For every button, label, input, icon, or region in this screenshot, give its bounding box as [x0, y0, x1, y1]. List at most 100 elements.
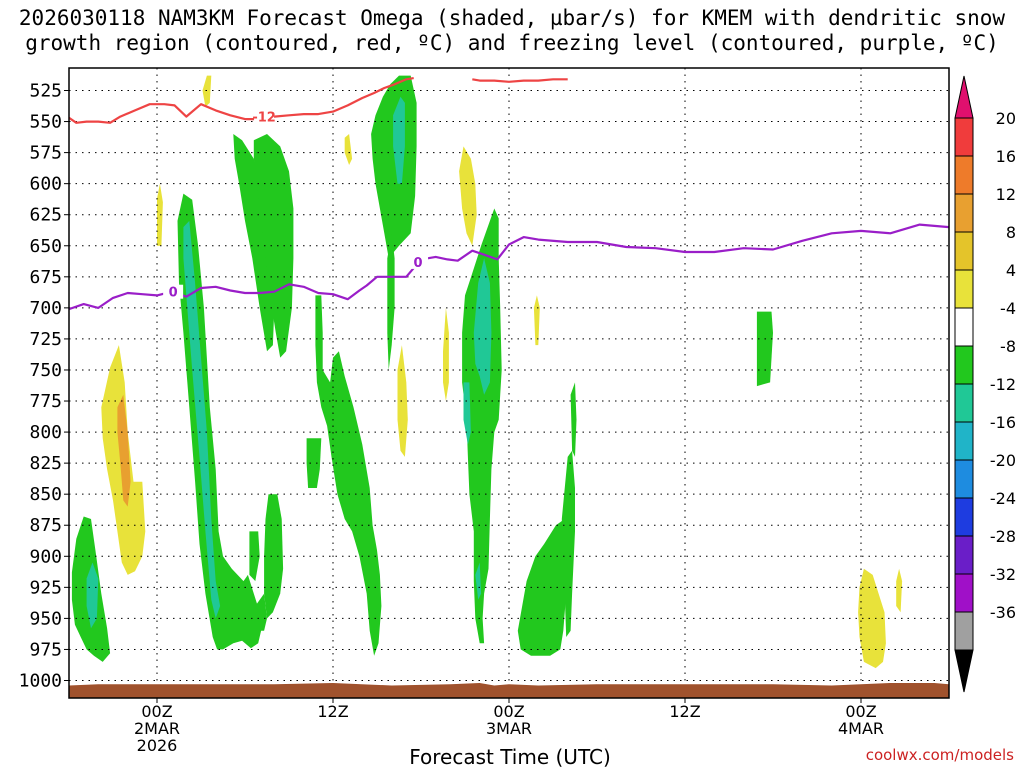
- colorbar-swatch-9: [954, 459, 974, 499]
- y-tick-label-925: 925: [29, 577, 62, 598]
- grid-layer: [69, 68, 949, 698]
- omega-green-region-c: [233, 134, 275, 352]
- x-axis-label: Forecast Time (UTC): [409, 745, 611, 768]
- colorbar-swatch-8: [954, 421, 974, 461]
- colorbar-swatch-13: [954, 611, 974, 651]
- x-tick-label-0-line1: 00Z: [141, 702, 172, 721]
- dendritic-contour-label-bg: [254, 109, 275, 124]
- colorbar-label-1: 16: [996, 147, 1016, 166]
- colorbar-top-arrow: [954, 75, 974, 119]
- y-tick-label-550: 550: [29, 112, 62, 133]
- y-tick-label-600: 600: [29, 174, 62, 195]
- omega-teal-region-c: [393, 96, 405, 184]
- y-tick-label-850: 850: [29, 484, 62, 505]
- omega-green-region-h: [306, 438, 322, 488]
- colorbar-label-11: -28: [990, 527, 1016, 546]
- x-tick-label-2-line2: 3MAR: [486, 719, 532, 738]
- y-tick-label-575: 575: [29, 143, 62, 164]
- omega-yellow-region-e: [397, 345, 408, 457]
- colorbar: 20 16 12 8 4 -4 -8 -12 -16 -20 -24 -28 -32 -36: [954, 75, 1016, 693]
- credit-text: coolwx.com/models: [866, 746, 1014, 764]
- colorbar-label-13: -36: [990, 603, 1016, 622]
- omega-green-region-j: [371, 75, 417, 259]
- omega-yellow-region-j: [896, 568, 903, 613]
- omega-orange-region-a: [117, 394, 131, 507]
- y-tick-label-525: 525: [29, 81, 62, 102]
- omega-green-region-l: [462, 208, 502, 644]
- y-tick-label-975: 975: [29, 639, 62, 660]
- colorbar-swatch-0: [954, 117, 974, 157]
- omega-green-region-m: [517, 519, 568, 656]
- omega-green-region-i: [315, 295, 382, 656]
- colorbar-swatch-7: [954, 383, 974, 423]
- omega-green-region-n: [561, 450, 575, 637]
- dendritic-contour-line: [69, 77, 414, 124]
- y-tick-label-800: 800: [29, 422, 62, 443]
- colorbar-label-3: 8: [1006, 223, 1016, 242]
- freezing-level-label-b-bg: [408, 254, 429, 269]
- y-tick-label-700: 700: [29, 298, 62, 319]
- colorbar-swatch-1: [954, 155, 974, 195]
- x-tick-label-0-line2: 2MAR: [134, 719, 180, 738]
- freezing-level-line: [69, 223, 949, 311]
- colorbar-swatch-10: [954, 497, 974, 537]
- chart-title-line-2: growth region (contoured, red, ºC) and f…: [25, 31, 999, 55]
- dendritic-contour-top-line: [472, 78, 568, 83]
- omega-green-region-d: [264, 494, 284, 619]
- omega-teal-region-a: [86, 562, 99, 629]
- omega-green-region-p: [756, 311, 773, 387]
- y-tick-label-725: 725: [29, 329, 62, 350]
- y-tick-label-825: 825: [29, 453, 62, 474]
- omega-yellow-region-b: [157, 183, 163, 246]
- terrain-layer: [69, 683, 949, 698]
- colorbar-label-9: -20: [990, 451, 1016, 470]
- colorbar-swatch-5: [954, 307, 974, 347]
- y-tick-label-900: 900: [29, 546, 62, 567]
- omega-green-region-o: [570, 382, 577, 457]
- omega-teal-region-f: [475, 562, 482, 600]
- omega-green-region-g: [255, 593, 267, 631]
- colorbar-swatch-3: [954, 231, 974, 271]
- dendritic-contour-label: -12: [252, 111, 276, 126]
- colorbar-label-6: -8: [1000, 337, 1016, 356]
- y-tick-label-650: 650: [29, 236, 62, 257]
- omega-shading-layer: [71, 75, 903, 669]
- freezing-level-label-a: 0: [169, 286, 178, 301]
- y-tick-label-750: 750: [29, 360, 62, 381]
- x-tick-label-1-line1: 12Z: [317, 702, 348, 721]
- contour-layer: -12 0 0: [69, 77, 949, 311]
- omega-yellow-region-d: [344, 134, 353, 165]
- omega-green-region-e: [253, 134, 294, 358]
- omega-green-region-b: [177, 193, 262, 650]
- x-tick-label-0-line3: 2026: [137, 736, 178, 755]
- chart-title-line-1: 2026030118 NAM3KM Forecast Omega (shaded…: [19, 6, 1006, 30]
- y-tick-label-625: 625: [29, 205, 62, 226]
- colorbar-swatch-6: [954, 345, 974, 385]
- colorbar-swatch-4: [954, 269, 974, 309]
- y-tick-label-675: 675: [29, 267, 62, 288]
- colorbar-label-5: -4: [1000, 299, 1016, 318]
- x-tick-label-4-line2: 4MAR: [838, 719, 884, 738]
- y-tick-label-775: 775: [29, 391, 62, 412]
- colorbar-label-10: -24: [990, 489, 1016, 508]
- colorbar-swatch-2: [954, 193, 974, 233]
- omega-yellow-region-i: [858, 568, 886, 669]
- omega-yellow-region-h: [533, 295, 540, 346]
- colorbar-label-12: -32: [990, 565, 1016, 584]
- omega-teal-region-b: [183, 220, 221, 619]
- freezing-level-label-b: 0: [414, 256, 423, 271]
- omega-yellow-region-g: [443, 307, 449, 401]
- y-tick-label-875: 875: [29, 515, 62, 536]
- y-tick-label-950: 950: [29, 608, 62, 629]
- x-tick-label-4-line1: 00Z: [845, 702, 876, 721]
- omega-green-region-f: [249, 531, 260, 582]
- x-tick-label-3-line1: 12Z: [669, 702, 700, 721]
- colorbar-label-8: -16: [990, 413, 1016, 432]
- colorbar-label-0: 20: [996, 109, 1016, 128]
- colorbar-swatch-11: [954, 535, 974, 575]
- omega-green-region-k: [387, 233, 395, 370]
- colorbar-bottom-arrow: [954, 649, 974, 693]
- omega-yellow-region-f: [459, 146, 477, 246]
- colorbar-label-2: 12: [996, 185, 1016, 204]
